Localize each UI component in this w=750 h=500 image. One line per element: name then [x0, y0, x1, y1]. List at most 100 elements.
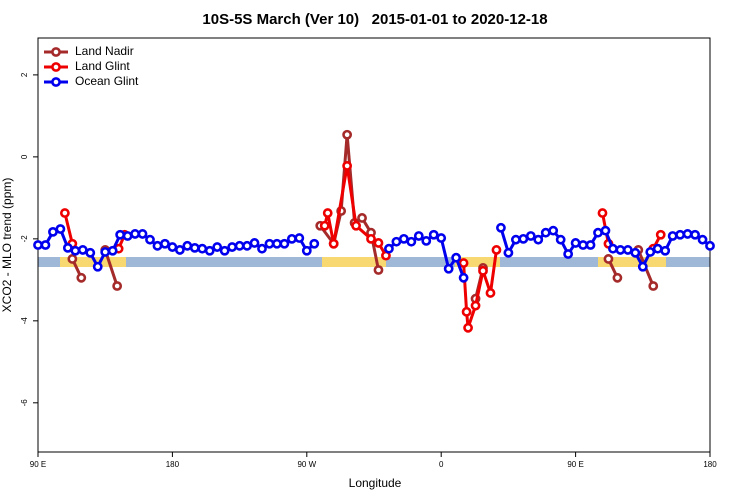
data-point — [309, 238, 320, 249]
data-point — [40, 240, 51, 250]
data-point — [145, 234, 155, 245]
data-point — [67, 254, 78, 264]
data-point — [160, 238, 170, 249]
data-point — [342, 129, 353, 140]
legend-label: Land Nadir — [75, 44, 134, 58]
data-point — [485, 288, 496, 298]
data-point — [458, 258, 469, 268]
land-band — [598, 257, 666, 267]
data-point — [612, 272, 623, 283]
land-band — [322, 257, 386, 267]
x-tick-label: 90 E — [30, 460, 46, 469]
data-point — [174, 245, 185, 255]
data-point — [463, 322, 473, 333]
y-tick-label: -4 — [20, 317, 29, 325]
data-point — [152, 240, 163, 251]
data-point — [373, 265, 384, 275]
data-point — [272, 238, 282, 249]
data-point — [597, 208, 608, 218]
data-point — [112, 281, 123, 291]
x-tick-label: 90 W — [297, 460, 316, 469]
data-point — [366, 233, 376, 244]
data-point — [593, 227, 603, 238]
legend-label: Land Glint — [75, 59, 130, 73]
data-point — [548, 225, 559, 236]
data-point — [70, 245, 81, 256]
data-point — [76, 272, 87, 283]
data-point — [690, 229, 700, 240]
data-point — [137, 229, 148, 239]
data-point — [212, 242, 223, 252]
data-point — [682, 229, 693, 239]
legend-marker — [51, 62, 61, 72]
data-point — [197, 243, 208, 254]
data-point — [227, 242, 238, 252]
y-tick-label: -2 — [20, 235, 29, 243]
data-point — [478, 265, 488, 276]
data-point — [322, 208, 333, 218]
y-tick-label: 0 — [20, 154, 29, 159]
data-point — [130, 229, 140, 239]
data-point — [204, 245, 215, 256]
data-point — [436, 233, 447, 243]
data-point — [351, 220, 361, 231]
data-point — [648, 281, 659, 291]
data-point — [470, 300, 481, 311]
data-point — [92, 261, 103, 272]
data-point — [630, 247, 641, 258]
data-point — [107, 245, 118, 256]
data-point — [189, 242, 200, 253]
data-point — [342, 160, 353, 171]
data-point — [461, 306, 472, 317]
data-point — [328, 238, 339, 249]
land-band — [455, 257, 500, 267]
data-point — [421, 236, 432, 246]
chart-title: 10S-5S March (Ver 10) 2015-01-01 to 2020… — [202, 11, 547, 28]
data-point — [660, 245, 671, 256]
legend-label: Ocean Glint — [75, 74, 139, 88]
data-point — [600, 225, 611, 236]
data-point — [115, 229, 126, 240]
data-point — [458, 272, 469, 283]
data-point — [443, 263, 454, 274]
x-tick-label: 90 E — [567, 460, 583, 469]
data-point — [122, 231, 133, 241]
data-point — [518, 233, 529, 244]
data-point — [428, 229, 439, 240]
data-point — [62, 242, 73, 253]
data-point — [667, 231, 678, 241]
data-point — [294, 233, 305, 243]
land-band — [60, 257, 126, 267]
data-point — [286, 233, 297, 244]
data-point — [608, 243, 618, 254]
y-tick-label: 2 — [20, 72, 29, 77]
data-point — [301, 245, 312, 256]
data-point — [637, 261, 648, 272]
data-point — [319, 220, 330, 231]
data-point — [510, 234, 521, 245]
data-point — [697, 234, 708, 245]
data-point — [533, 234, 544, 245]
data-point — [373, 238, 384, 248]
data-point — [55, 224, 66, 234]
y-tick-label: -6 — [20, 399, 29, 407]
data-point — [167, 242, 178, 252]
data-point — [406, 236, 417, 247]
data-point — [655, 229, 666, 240]
data-point — [242, 240, 252, 251]
data-point — [384, 243, 394, 254]
x-tick-label: 180 — [703, 460, 717, 469]
x-axis-label: Longitude — [349, 476, 402, 490]
data-point — [622, 245, 633, 255]
data-point — [77, 245, 88, 255]
data-point — [675, 229, 686, 240]
data-point — [357, 213, 367, 223]
x-tick-label: 180 — [166, 460, 180, 469]
data-point — [100, 247, 111, 257]
x-tick-label: 0 — [439, 460, 444, 469]
data-point — [279, 238, 290, 249]
data-point — [705, 240, 715, 251]
data-point — [615, 245, 626, 255]
data-point — [219, 245, 230, 256]
